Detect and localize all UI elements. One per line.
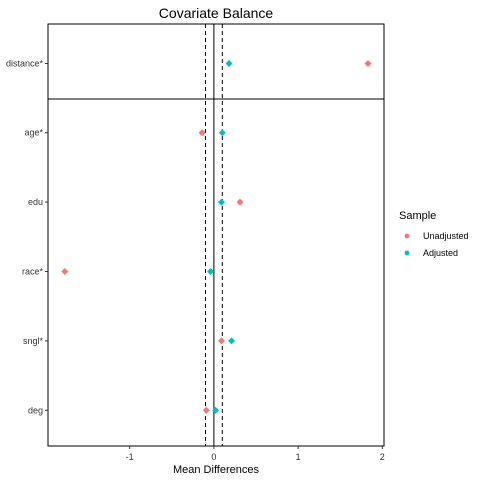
y-tick-label: race* xyxy=(22,267,44,277)
unadjusted-point xyxy=(61,268,69,275)
x-axis-title: Mean Differences xyxy=(173,464,260,476)
unadjusted-point xyxy=(217,337,225,345)
unadjusted-point xyxy=(198,129,206,137)
adjusted-point xyxy=(212,406,220,414)
legend-marker-adjusted xyxy=(404,250,410,256)
adjusted-point xyxy=(228,337,236,345)
bottom-panel-frame xyxy=(47,98,385,447)
x-tick-label: -1 xyxy=(126,452,134,462)
y-tick-label: age* xyxy=(24,128,43,138)
x-tick-label: 1 xyxy=(296,452,301,462)
legend-title: Sample xyxy=(399,210,436,222)
x-tick-label: 2 xyxy=(380,452,385,462)
adjusted-point xyxy=(217,198,225,206)
unadjusted-point xyxy=(236,198,244,206)
unadjusted-point xyxy=(202,406,210,414)
adjusted-point xyxy=(207,268,215,275)
y-tick-label: edu xyxy=(28,197,43,207)
legend-label-adjusted: Adjusted xyxy=(423,248,458,258)
y-axis: distance* age* edu race* sngl* deg xyxy=(6,59,48,415)
adjusted-point xyxy=(218,129,226,137)
x-axis: -1 0 1 2 xyxy=(126,446,385,462)
y-tick-label: sngl* xyxy=(23,336,44,346)
adjusted-point xyxy=(225,60,233,67)
chart-title: Covariate Balance xyxy=(159,5,274,21)
reference-lines xyxy=(204,24,223,446)
top-panel-frame xyxy=(47,23,385,100)
y-tick-label: deg xyxy=(28,405,43,415)
x-tick-label: 0 xyxy=(211,452,216,462)
legend: Sample Unadjusted Adjusted xyxy=(399,210,469,258)
data-points xyxy=(61,60,372,414)
y-tick-label: distance* xyxy=(6,59,44,69)
legend-marker-unadjusted xyxy=(404,233,410,239)
unadjusted-point xyxy=(364,60,372,67)
legend-label-unadjusted: Unadjusted xyxy=(423,231,469,241)
